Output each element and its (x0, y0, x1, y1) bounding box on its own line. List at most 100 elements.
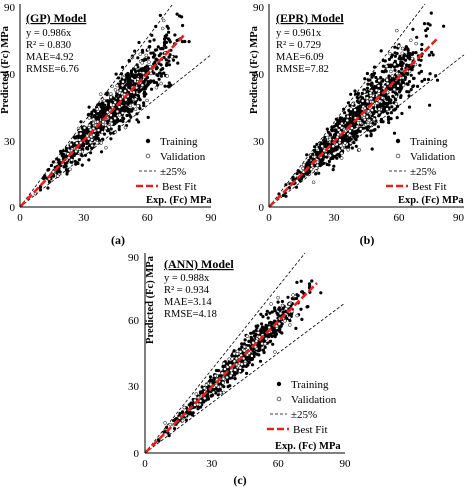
training-point (407, 90, 411, 94)
training-point (317, 171, 321, 175)
validation-point (128, 103, 133, 108)
validation-point (400, 46, 405, 51)
training-point (235, 371, 239, 375)
training-point (256, 341, 260, 345)
training-point (79, 120, 83, 124)
training-point (314, 172, 318, 176)
training-point (167, 30, 171, 34)
training-point (349, 92, 353, 96)
validation-point (122, 75, 126, 80)
training-point (408, 54, 412, 58)
training-point (106, 102, 110, 106)
validation-point (221, 381, 225, 385)
training-point (354, 144, 358, 148)
training-point (406, 47, 410, 51)
validation-point (335, 142, 339, 147)
validation-point (277, 321, 282, 326)
training-point (342, 107, 346, 111)
training-point (142, 101, 146, 105)
panel-c-xtick: 0 (142, 458, 148, 470)
validation-point (117, 105, 122, 109)
training-point (414, 51, 418, 55)
panel-c-title: (ANN) Model (164, 257, 234, 271)
validation-point (328, 153, 332, 158)
validation-point (295, 313, 299, 318)
validation-point (243, 361, 247, 366)
training-point (428, 103, 432, 107)
validation-point (99, 141, 103, 145)
validation-point (365, 99, 370, 104)
validation-point (117, 113, 122, 117)
validation-point (358, 120, 363, 125)
validation-point (109, 122, 114, 126)
panel-b-points (277, 11, 446, 198)
validation-point (69, 142, 73, 147)
training-point (174, 55, 178, 59)
panel-a-ytick: 90 (4, 2, 16, 14)
training-point (278, 308, 282, 312)
training-point (308, 284, 312, 288)
training-point (271, 342, 275, 346)
validation-point (121, 80, 125, 84)
training-point (87, 105, 91, 109)
training-point (96, 133, 100, 137)
training-point (173, 33, 177, 37)
training-point (164, 36, 168, 40)
training-point (305, 153, 309, 157)
validation-point (194, 392, 199, 396)
training-point (75, 134, 79, 138)
training-point (431, 53, 435, 57)
training-point (300, 290, 304, 294)
validation-point (343, 141, 347, 145)
training-point (140, 48, 145, 53)
training-point (271, 327, 276, 331)
training-point (139, 67, 143, 71)
training-point (423, 77, 427, 82)
training-point (383, 69, 388, 73)
validation-point (138, 52, 143, 56)
training-point (103, 103, 107, 107)
panel-b-caption: (b) (360, 233, 375, 247)
validation-point (360, 99, 365, 103)
validation-point (254, 339, 259, 343)
training-point (242, 342, 246, 346)
training-point (158, 13, 162, 17)
training-point (261, 348, 265, 352)
validation-point (385, 107, 389, 111)
validation-point (394, 94, 398, 99)
validation-point (204, 383, 209, 387)
training-point (389, 55, 393, 59)
validation-point (384, 64, 389, 69)
training-point (398, 54, 402, 58)
validation-point (260, 341, 264, 346)
training-point (254, 328, 258, 332)
validation-point (338, 124, 342, 128)
validation-point (147, 60, 151, 64)
training-point (138, 98, 142, 102)
validation-point (222, 361, 226, 366)
legend-validation-label: Validation (410, 151, 456, 163)
training-point (276, 300, 280, 304)
training-point (284, 316, 288, 320)
training-point (276, 313, 280, 317)
training-point (99, 150, 104, 154)
training-point (155, 73, 159, 77)
validation-point (362, 90, 367, 94)
validation-point (396, 84, 400, 88)
validation-point (358, 127, 363, 131)
validation-point (389, 69, 393, 74)
validation-point (346, 114, 350, 119)
validation-point (407, 69, 412, 74)
validation-point (363, 123, 368, 127)
training-point (122, 105, 126, 109)
validation-point (287, 302, 292, 306)
training-point (281, 310, 286, 314)
training-point (273, 308, 277, 312)
training-point (389, 111, 393, 115)
training-point (159, 68, 163, 72)
training-point (366, 82, 370, 86)
training-point (387, 74, 391, 78)
training-point (395, 116, 399, 120)
validation-point (376, 84, 381, 88)
training-point (143, 87, 147, 91)
